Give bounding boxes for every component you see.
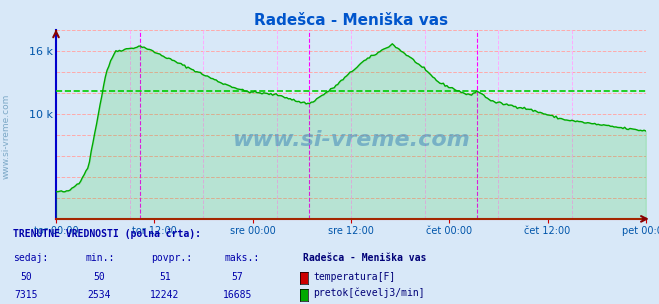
Text: 50: 50 — [93, 272, 105, 282]
Text: 12242: 12242 — [150, 290, 179, 300]
Text: 2534: 2534 — [87, 290, 111, 300]
Text: TRENUTNE VREDNOSTI (polna črta):: TRENUTNE VREDNOSTI (polna črta): — [13, 229, 201, 239]
Text: pretok[čevelj3/min]: pretok[čevelj3/min] — [313, 288, 424, 299]
Text: povpr.:: povpr.: — [152, 254, 192, 264]
Text: 51: 51 — [159, 272, 171, 282]
Text: Radešca - Meniška vas: Radešca - Meniška vas — [303, 254, 426, 264]
Text: sedaj:: sedaj: — [13, 254, 48, 264]
Title: Radešca - Meniška vas: Radešca - Meniška vas — [254, 13, 448, 28]
Text: maks.:: maks.: — [224, 254, 259, 264]
Text: www.si-vreme.com: www.si-vreme.com — [232, 130, 470, 150]
Text: www.si-vreme.com: www.si-vreme.com — [2, 94, 11, 179]
Text: 57: 57 — [231, 272, 243, 282]
Text: 7315: 7315 — [14, 290, 38, 300]
Text: 16685: 16685 — [223, 290, 252, 300]
Text: min.:: min.: — [86, 254, 115, 264]
Text: temperatura[F]: temperatura[F] — [313, 272, 395, 282]
Text: 50: 50 — [20, 272, 32, 282]
